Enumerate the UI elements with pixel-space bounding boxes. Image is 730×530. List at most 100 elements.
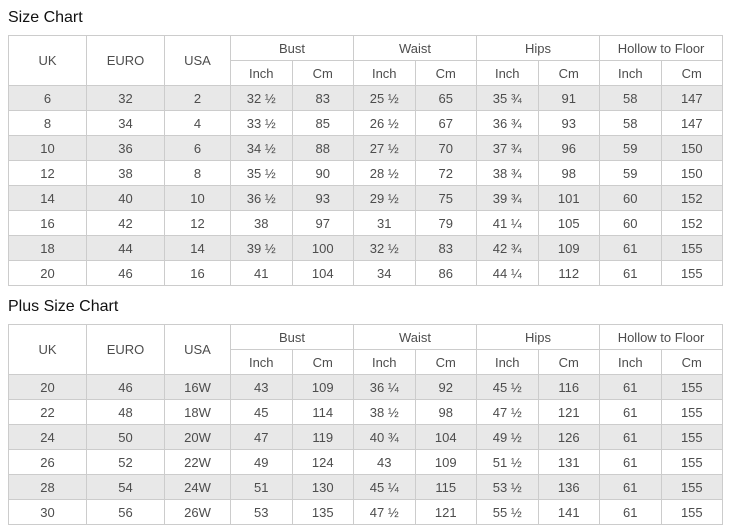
- cell: 39 ¾: [476, 185, 539, 211]
- cell: 86: [414, 260, 478, 286]
- table-row: 18 44 14 39 ½ 100 32 ½ 83 42 ¾ 109 61 155: [8, 235, 724, 261]
- cell: 12: [8, 160, 87, 186]
- cell: 45 ½: [476, 374, 539, 400]
- cell: 8: [8, 110, 87, 136]
- cell: 33 ½: [230, 110, 293, 136]
- unit-header: Inch: [230, 60, 293, 86]
- unit-header: Cm: [537, 60, 601, 86]
- table-row: 20 46 16 41 104 34 86 44 ¼ 112 61 155: [8, 260, 724, 286]
- group-header: Bust: [229, 35, 355, 61]
- cell: 49 ½: [476, 424, 539, 450]
- cell: 100: [291, 235, 355, 261]
- cell: 93: [537, 110, 601, 136]
- group-header: Hips: [476, 35, 601, 61]
- cell: 36: [86, 135, 165, 161]
- cell: 6: [164, 135, 231, 161]
- cell: 22: [8, 399, 87, 425]
- cell: 12: [164, 210, 231, 236]
- cell: 48: [86, 399, 165, 425]
- cell: 37 ¾: [476, 135, 539, 161]
- plus-size-chart-table: UK EURO USA Bust Waist Hips Hollow to Floor Inc…: [8, 324, 724, 525]
- cell: 49: [230, 449, 293, 475]
- cell: 36 ½: [230, 185, 293, 211]
- cell: 119: [291, 424, 355, 450]
- cell: 43: [230, 374, 293, 400]
- unit-header: Inch: [476, 349, 539, 375]
- cell: 32: [86, 85, 165, 111]
- cell: 42 ¾: [476, 235, 539, 261]
- group-header: Waist: [353, 324, 478, 350]
- cell: 61: [599, 260, 662, 286]
- cell: 152: [660, 210, 724, 236]
- unit-header: Inch: [599, 60, 662, 86]
- group-header: Hips: [476, 324, 601, 350]
- table-row: 12 38 8 35 ½ 90 28 ½ 72 38 ¾ 98 59 150: [8, 160, 724, 186]
- table-row: 6 32 2 32 ½ 83 25 ½ 65 35 ¾ 91 58 147: [8, 85, 724, 111]
- cell: 18W: [164, 399, 231, 425]
- cell: 155: [660, 424, 724, 450]
- cell: 30: [8, 499, 87, 525]
- cell: 91: [537, 85, 601, 111]
- cell: 83: [291, 85, 355, 111]
- cell: 61: [599, 449, 662, 475]
- cell: 4: [164, 110, 231, 136]
- cell: 126: [537, 424, 601, 450]
- table-row: 30 56 26W 53 135 47 ½ 121 55 ½ 141 61 155: [8, 499, 724, 525]
- unit-header: Inch: [599, 349, 662, 375]
- cell: 14: [164, 235, 231, 261]
- cell: 28: [8, 474, 87, 500]
- cell: 90: [291, 160, 355, 186]
- cell: 155: [660, 499, 724, 525]
- cell: 121: [414, 499, 478, 525]
- unit-header: Cm: [660, 349, 724, 375]
- cell: 44 ¼: [476, 260, 539, 286]
- unit-header: Inch: [230, 349, 293, 375]
- cell: 67: [414, 110, 478, 136]
- unit-header: Inch: [353, 60, 416, 86]
- group-header: Bust: [229, 324, 355, 350]
- cell: 72: [414, 160, 478, 186]
- cell: 141: [537, 499, 601, 525]
- unit-header: Cm: [660, 60, 724, 86]
- cell: 34: [353, 260, 416, 286]
- cell: 59: [599, 135, 662, 161]
- size-chart-section: Size Chart UK EURO USA Bust Waist Hips Hollow …: [8, 8, 724, 286]
- cell: 32 ½: [230, 85, 293, 111]
- cell: 10: [8, 135, 87, 161]
- cell: 16: [164, 260, 231, 286]
- cell: 38: [86, 160, 165, 186]
- cell: 53 ½: [476, 474, 539, 500]
- cell: 55 ½: [476, 499, 539, 525]
- cell: 45 ¼: [353, 474, 416, 500]
- cell: 20: [8, 260, 87, 286]
- cell: 152: [660, 185, 724, 211]
- size-chart-table: UK EURO USA Bust Waist Hips Hollow to Floor Inc…: [8, 35, 724, 286]
- cell: 112: [537, 260, 601, 286]
- column-header-usa: USA: [164, 324, 231, 375]
- cell: 109: [414, 449, 478, 475]
- column-header-uk: UK: [8, 35, 87, 86]
- cell: 56: [86, 499, 165, 525]
- cell: 36 ¼: [353, 374, 416, 400]
- table-row: 14 40 10 36 ½ 93 29 ½ 75 39 ¾ 101 60 152: [8, 185, 724, 211]
- cell: 22W: [164, 449, 231, 475]
- table-row: 22 48 18W 45 114 38 ½ 98 47 ½ 121 61 155: [8, 399, 724, 425]
- cell: 121: [537, 399, 601, 425]
- cell: 104: [291, 260, 355, 286]
- cell: 40 ¾: [353, 424, 416, 450]
- plus-size-chart-title: Plus Size Chart: [8, 298, 119, 315]
- table-row: 16 42 12 38 97 31 79 41 ¼ 105 60 152: [8, 210, 724, 236]
- header-row-units: Inch Cm Inch Cm Inch Cm Inch Cm: [9, 60, 724, 86]
- cell: 136: [537, 474, 601, 500]
- cell: 26 ½: [353, 110, 416, 136]
- unit-header: Cm: [537, 349, 601, 375]
- cell: 41 ¼: [476, 210, 539, 236]
- cell: 150: [660, 135, 724, 161]
- cell: 155: [660, 260, 724, 286]
- table-row: 20 46 16W 43 109 36 ¼ 92 45 ½ 116 61 155: [8, 374, 724, 400]
- cell: 52: [86, 449, 165, 475]
- cell: 18: [8, 235, 87, 261]
- cell: 41: [230, 260, 293, 286]
- unit-header: Cm: [414, 60, 478, 86]
- header-row-groups: UK EURO USA Bust Waist Hips Hollow to Floor: [8, 324, 724, 375]
